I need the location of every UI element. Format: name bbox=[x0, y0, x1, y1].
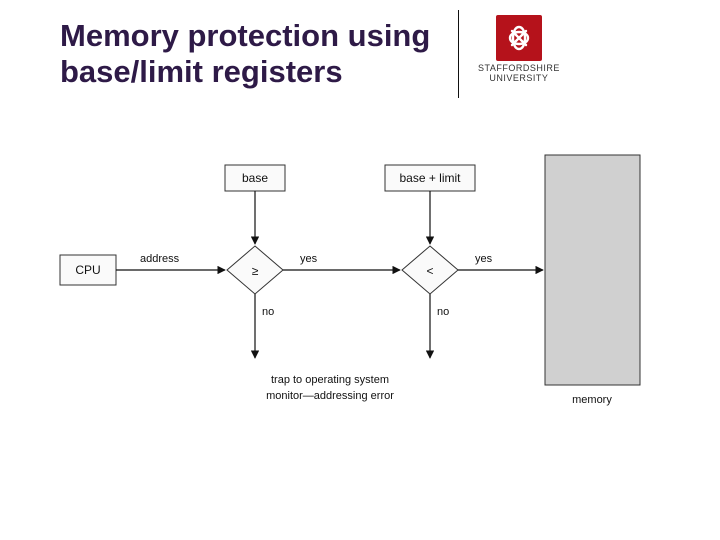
base-label: base bbox=[242, 171, 268, 185]
baselimit-label: base + limit bbox=[399, 171, 461, 185]
memory-block bbox=[545, 155, 640, 385]
edge-yes1-label: yes bbox=[300, 253, 318, 265]
edge-no2-label: no bbox=[437, 306, 449, 318]
edge-yes2-label: yes bbox=[475, 253, 493, 265]
compare-ge-label: ≥ bbox=[252, 264, 259, 278]
logo-text: STAFFORDSHIRE UNIVERSITY bbox=[478, 64, 560, 84]
title-line-2: base/limit registers bbox=[60, 54, 343, 89]
trap-text-line1: trap to operating system bbox=[271, 374, 389, 386]
edge-address-label: address bbox=[140, 253, 180, 265]
memory-label: memory bbox=[572, 394, 612, 406]
title-line-1: Memory protection using bbox=[60, 18, 430, 53]
flowchart: CPU base base + limit ≥ < memory address… bbox=[0, 140, 720, 440]
compare-lt-label: < bbox=[426, 264, 433, 278]
university-logo: STAFFORDSHIRE UNIVERSITY bbox=[478, 15, 560, 84]
slide-header: Memory protection using base/limit regis… bbox=[0, 0, 720, 128]
cpu-label: CPU bbox=[75, 263, 100, 277]
header-divider bbox=[458, 10, 459, 98]
logo-text-line1: STAFFORDSHIRE bbox=[478, 63, 560, 73]
edge-no1-label: no bbox=[262, 306, 274, 318]
trap-text-line2: monitor—addressing error bbox=[266, 390, 394, 402]
logo-text-line2: UNIVERSITY bbox=[489, 73, 548, 83]
slide-title: Memory protection using base/limit regis… bbox=[60, 18, 720, 89]
logo-knot-icon bbox=[496, 15, 542, 61]
